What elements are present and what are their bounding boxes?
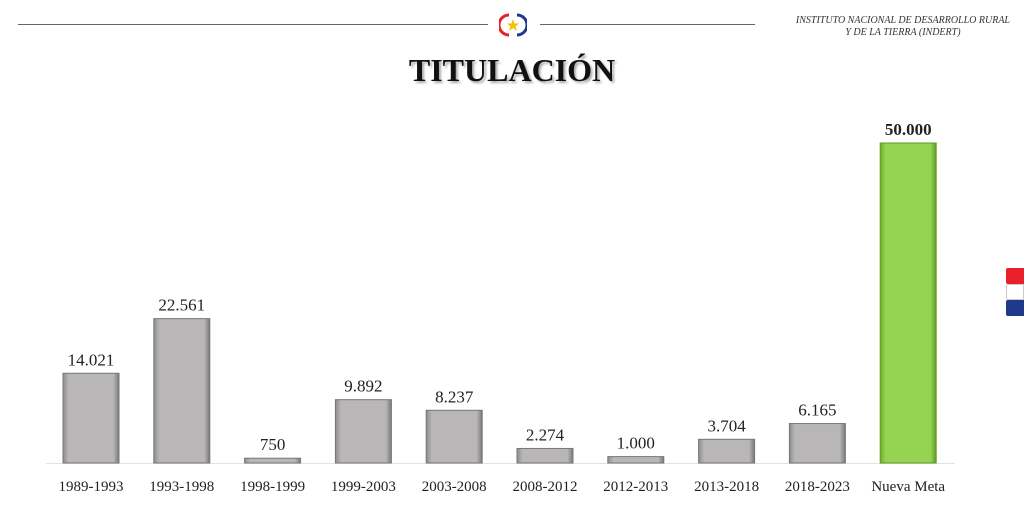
chart-title: TITULACIÓN xyxy=(408,52,616,88)
data-label: 22.561 xyxy=(158,296,205,315)
bar-2013-2018 xyxy=(698,438,756,464)
data-label: 9.892 xyxy=(344,377,382,396)
bar-1999-2003 xyxy=(334,399,392,464)
bar-1989-1993 xyxy=(62,372,120,464)
header-rule-left xyxy=(18,24,488,25)
bar-2018-2023 xyxy=(788,423,846,464)
x-tick-label: 2018-2023 xyxy=(785,479,850,495)
data-label: 750 xyxy=(260,435,286,454)
x-tick-label: Nueva Meta xyxy=(871,479,945,495)
data-label: 1.000 xyxy=(617,434,655,453)
institution-line1: INSTITUTO NACIONAL DE DESARROLLO RURAL xyxy=(795,15,1010,26)
bar-nueva-meta xyxy=(879,142,937,464)
x-tick-label: 1999-2003 xyxy=(331,479,396,495)
institution-name: INSTITUTO NACIONAL DE DESARROLLO RURAL Y… xyxy=(796,15,1010,39)
bar-1993-1998 xyxy=(153,318,211,464)
bar-2003-2008 xyxy=(425,409,483,464)
x-tick-label: 2013-2018 xyxy=(694,479,759,495)
x-tick-label: 2008-2012 xyxy=(513,479,578,495)
data-label: 8.237 xyxy=(435,387,474,406)
data-label: 14.021 xyxy=(68,350,115,369)
institution-line2: Y DE LA TIERRA (INDERT) xyxy=(845,27,961,38)
data-label: 6.165 xyxy=(798,401,836,420)
header-rule-right xyxy=(540,24,755,25)
x-tick-label: 1993-1998 xyxy=(149,479,214,495)
x-tick-label: 1989-1993 xyxy=(59,479,124,495)
x-tick-label: 2012-2013 xyxy=(603,479,668,495)
data-label: 2.274 xyxy=(526,425,565,444)
paraguay-emblem-logo xyxy=(499,13,527,37)
data-label: 3.704 xyxy=(707,416,746,435)
paraguay-flag-icon xyxy=(1006,268,1024,316)
bar-2008-2012 xyxy=(516,447,574,464)
bar-1998-1999 xyxy=(244,457,302,464)
x-tick-label: 1998-1999 xyxy=(240,479,305,495)
data-label: 50.000 xyxy=(885,120,932,139)
x-tick-label: 2003-2008 xyxy=(422,479,487,495)
bar-2012-2013 xyxy=(607,456,665,464)
